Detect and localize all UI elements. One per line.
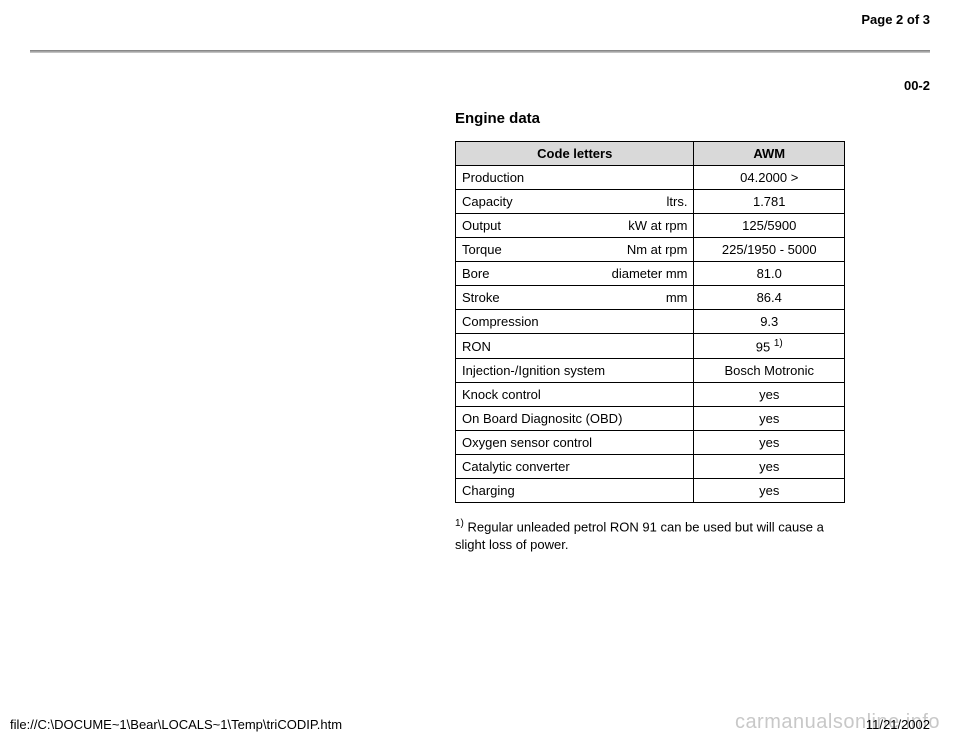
row-unit: kW at rpm (579, 214, 694, 238)
table-row: On Board Diagnositc (OBD) yes (456, 407, 845, 431)
table-row: Charging yes (456, 479, 845, 503)
row-label: Torque (456, 238, 579, 262)
table-row: Compression 9.3 (456, 310, 845, 334)
header-rule (30, 50, 930, 53)
row-label: Compression (456, 310, 579, 334)
row-unit: diameter mm (579, 262, 694, 286)
row-label: Production (456, 166, 579, 190)
table-row: Catalytic converter yes (456, 455, 845, 479)
footer-file-path: file://C:\DOCUME~1\Bear\LOCALS~1\Temp\tr… (10, 717, 342, 732)
section-title: Engine data (455, 110, 905, 127)
row-value: yes (694, 383, 845, 407)
table-header-col2: AWM (694, 142, 845, 166)
section-number: 00-2 (904, 78, 930, 93)
row-value: 225/1950 - 5000 (694, 238, 845, 262)
footnote-sup: 1) (455, 518, 464, 529)
table-row: Bore diameter mm 81.0 (456, 262, 845, 286)
table-row: Stroke mm 86.4 (456, 286, 845, 310)
row-value: 04.2000 > (694, 166, 845, 190)
row-value: yes (694, 431, 845, 455)
table-row: RON 95 1) (456, 334, 845, 359)
row-unit (579, 334, 694, 359)
row-unit (579, 310, 694, 334)
footnote: 1) Regular unleaded petrol RON 91 can be… (455, 517, 845, 553)
footer-date: 11/21/2002 (866, 717, 930, 732)
row-value-sup: 1) (774, 338, 783, 349)
row-value: yes (694, 407, 845, 431)
table-row: Torque Nm at rpm 225/1950 - 5000 (456, 238, 845, 262)
table-header-row: Code letters AWM (456, 142, 845, 166)
table-row: Oxygen sensor control yes (456, 431, 845, 455)
row-unit (579, 166, 694, 190)
row-value-text: 95 (756, 339, 774, 354)
table-row: Production 04.2000 > (456, 166, 845, 190)
row-label: Injection-/Ignition system (456, 359, 694, 383)
table-row: Capacity ltrs. 1.781 (456, 190, 845, 214)
row-unit: ltrs. (579, 190, 694, 214)
row-label: Knock control (456, 383, 694, 407)
table-row: Injection-/Ignition system Bosch Motroni… (456, 359, 845, 383)
row-value: 125/5900 (694, 214, 845, 238)
table-header-col1: Code letters (456, 142, 694, 166)
row-label: On Board Diagnositc (OBD) (456, 407, 694, 431)
row-label: Output (456, 214, 579, 238)
row-label: Charging (456, 479, 694, 503)
row-value: 95 1) (694, 334, 845, 359)
engine-data-table: Code letters AWM Production 04.2000 > Ca… (455, 141, 845, 503)
row-value: yes (694, 455, 845, 479)
row-label: Oxygen sensor control (456, 431, 694, 455)
row-value: yes (694, 479, 845, 503)
table-row: Knock control yes (456, 383, 845, 407)
page-indicator: Page 2 of 3 (861, 12, 930, 27)
row-unit: mm (579, 286, 694, 310)
row-value: 9.3 (694, 310, 845, 334)
row-label: Stroke (456, 286, 579, 310)
row-label: Catalytic converter (456, 455, 694, 479)
row-value: 81.0 (694, 262, 845, 286)
row-value: Bosch Motronic (694, 359, 845, 383)
table-row: Output kW at rpm 125/5900 (456, 214, 845, 238)
footnote-text: Regular unleaded petrol RON 91 can be us… (455, 520, 824, 552)
document-page: Page 2 of 3 00-2 Engine data Code letter… (0, 0, 960, 742)
row-label: Bore (456, 262, 579, 286)
row-value: 86.4 (694, 286, 845, 310)
row-label: Capacity (456, 190, 579, 214)
row-value: 1.781 (694, 190, 845, 214)
row-unit: Nm at rpm (579, 238, 694, 262)
row-label: RON (456, 334, 579, 359)
content-area: Engine data Code letters AWM Production … (455, 110, 905, 553)
